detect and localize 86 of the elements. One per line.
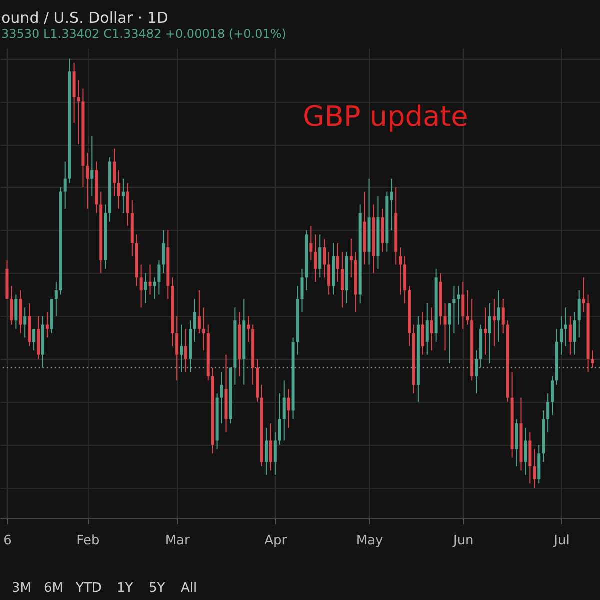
candlestick xyxy=(148,264,152,296)
candlestick xyxy=(336,242,340,282)
candlestick xyxy=(488,302,492,364)
candlestick xyxy=(466,290,470,326)
candlestick xyxy=(10,286,14,326)
candlestick xyxy=(524,427,528,476)
candlestick xyxy=(86,152,90,210)
candlestick xyxy=(318,234,322,278)
candlestick xyxy=(162,230,166,274)
candlestick xyxy=(117,170,120,210)
candlestick xyxy=(573,311,576,356)
text: 5Y xyxy=(149,581,166,596)
candlestick xyxy=(247,316,250,343)
candlestick xyxy=(462,281,465,330)
candlestick xyxy=(122,178,125,214)
x-tick-label: Jun xyxy=(452,534,474,548)
candlestick xyxy=(448,302,452,364)
annotation: GBP update xyxy=(303,100,468,133)
candlestick xyxy=(184,328,188,373)
candlestick xyxy=(582,277,586,312)
candlestick xyxy=(560,316,563,356)
candlestick xyxy=(14,294,18,330)
candlestick xyxy=(64,161,67,210)
candlestick xyxy=(551,376,554,416)
candlestick xyxy=(202,307,206,352)
candlestick xyxy=(444,302,447,352)
candlestick xyxy=(126,182,130,227)
candlestick xyxy=(274,432,277,476)
candlestick xyxy=(502,298,505,334)
candlestick xyxy=(113,148,116,197)
chart-subtitle: 33530 L1.33402 C1.33482 +0.00018 (+0.01%) xyxy=(2,27,286,41)
candlestick xyxy=(430,307,434,352)
text: All xyxy=(181,581,198,596)
candlestick xyxy=(452,286,456,334)
candlestick xyxy=(484,307,487,356)
chart-title: ound / U.S. Dollar · 1D xyxy=(2,9,168,27)
candlestick xyxy=(340,251,344,308)
candlestick xyxy=(282,380,286,442)
candlestick xyxy=(32,328,36,352)
candlestick xyxy=(497,290,500,343)
x-tick-label: Feb xyxy=(76,534,100,548)
candlestick xyxy=(278,393,282,446)
candlestick xyxy=(220,372,224,424)
candlestick xyxy=(328,251,331,296)
candlestick xyxy=(269,423,272,472)
candlestick xyxy=(77,80,80,146)
candlestick xyxy=(568,316,572,356)
candlestick xyxy=(323,238,326,278)
candlestick xyxy=(399,247,402,296)
candlestick xyxy=(90,135,94,197)
candlestick xyxy=(426,302,429,356)
x-tick-label: Apr xyxy=(264,534,288,548)
x-tick-label: Mar xyxy=(165,534,190,548)
candlestick xyxy=(314,234,318,282)
candlestick xyxy=(54,281,58,317)
candlestick xyxy=(546,393,550,433)
candlestick xyxy=(158,260,161,296)
candlestick xyxy=(153,277,156,300)
x-tick-label: 6 xyxy=(4,534,12,548)
x-tick-label: Jul xyxy=(553,534,570,548)
candlestick xyxy=(198,290,201,334)
candlestick xyxy=(144,272,148,304)
candlestick xyxy=(264,427,268,476)
text: 6M xyxy=(44,581,64,596)
x-tick-label: May xyxy=(356,534,384,548)
candlestick xyxy=(176,316,179,382)
candlestick xyxy=(180,324,184,373)
candlestick xyxy=(591,350,594,368)
candlestick xyxy=(140,264,143,308)
candlestick xyxy=(24,307,27,338)
text: 1Y xyxy=(117,581,134,596)
text: YTD xyxy=(75,581,102,596)
candlestick xyxy=(350,238,353,278)
text: 3M xyxy=(12,581,32,596)
candlestick xyxy=(46,311,49,338)
candlestick xyxy=(457,286,460,326)
candlestick xyxy=(193,298,196,343)
candlestick xyxy=(421,311,424,356)
candlestick xyxy=(533,448,536,488)
candlestick xyxy=(564,307,568,347)
candlestick xyxy=(578,290,581,338)
candlestick xyxy=(287,388,290,428)
candlestick xyxy=(310,226,313,261)
candlestick xyxy=(492,298,496,347)
candlestick xyxy=(300,268,304,312)
candlestick xyxy=(475,350,478,394)
